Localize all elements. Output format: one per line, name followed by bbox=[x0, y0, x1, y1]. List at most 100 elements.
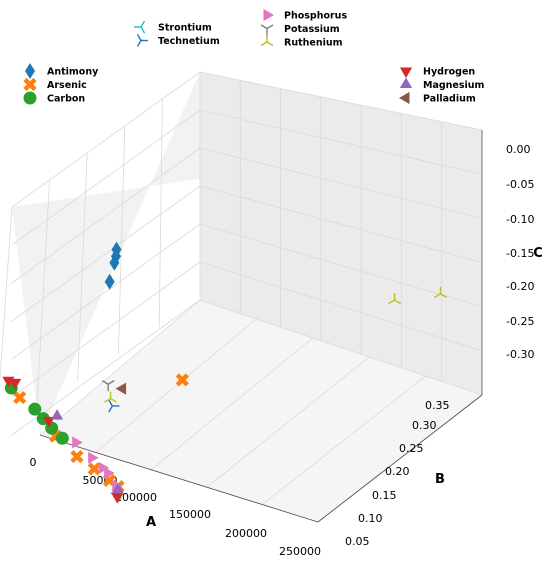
grid-line bbox=[36, 179, 50, 409]
data-points bbox=[2, 241, 447, 504]
data-point bbox=[111, 482, 124, 494]
data-point bbox=[88, 451, 99, 464]
legend-label: Hydrogen bbox=[423, 67, 475, 78]
y-tick-label: 0.15 bbox=[372, 489, 397, 502]
legend-item-hydrogen: Hydrogen bbox=[399, 67, 475, 78]
legend-item-phosphorus: Phosphorus bbox=[263, 8, 347, 22]
grid-line bbox=[150, 337, 314, 471]
grid-line bbox=[39, 299, 201, 436]
y-axis-line bbox=[317, 394, 483, 523]
legend-item-technetium: Technetium bbox=[136, 34, 220, 47]
grid-line bbox=[0, 206, 13, 384]
grid-line bbox=[199, 147, 483, 219]
data-point bbox=[9, 378, 22, 390]
legend-marker bbox=[263, 8, 274, 22]
x-axis-label: A bbox=[146, 515, 156, 530]
y-tick-label: 0.35 bbox=[425, 399, 450, 412]
data-point bbox=[98, 461, 110, 474]
legend-item-ruthenium: Ruthenium bbox=[260, 35, 343, 49]
data-point bbox=[72, 436, 83, 449]
legend-label: Technetium bbox=[158, 36, 220, 47]
grid-line bbox=[158, 98, 163, 328]
legend-item-palladium: Palladium bbox=[399, 91, 476, 105]
grid-line bbox=[95, 318, 257, 453]
data-point bbox=[104, 273, 115, 290]
grid-line bbox=[199, 261, 483, 352]
data-point bbox=[28, 402, 42, 416]
legend-label: Carbon bbox=[47, 94, 85, 105]
legend-marker bbox=[23, 77, 37, 92]
grid-line bbox=[11, 109, 201, 246]
legend-marker bbox=[23, 91, 37, 105]
legend-marker bbox=[134, 20, 146, 34]
data-point bbox=[111, 493, 124, 504]
grid-line bbox=[118, 125, 126, 355]
legend-item-antimony: Antimony bbox=[25, 63, 99, 79]
legend-label: Arsenic bbox=[47, 80, 87, 91]
z-tick-label: -0.30 bbox=[506, 348, 534, 361]
axis-panes bbox=[12, 72, 482, 522]
grid-line bbox=[11, 71, 201, 208]
legend-item-strontium: Strontium bbox=[134, 20, 212, 34]
legend-label: Ruthenium bbox=[284, 38, 343, 49]
x-tick-label: 100000 bbox=[115, 491, 157, 504]
axis-lines bbox=[39, 130, 483, 523]
grid-line bbox=[199, 223, 483, 308]
y-tick-label: 0.20 bbox=[385, 465, 410, 478]
floor-pane bbox=[40, 300, 482, 522]
grid-line bbox=[11, 261, 201, 398]
legend-label: Antimony bbox=[47, 67, 99, 78]
legend-marker bbox=[136, 34, 148, 47]
data-point bbox=[13, 390, 27, 405]
z-tick-label: -0.15 bbox=[506, 247, 534, 260]
legend-marker bbox=[399, 77, 413, 88]
tick-labels: 0500001000001500002000002500000.050.100.… bbox=[30, 143, 535, 558]
series-ruthenium bbox=[104, 286, 447, 403]
data-point bbox=[111, 241, 122, 258]
legend-marker bbox=[25, 63, 35, 79]
legend-marker bbox=[260, 35, 274, 47]
y-tick-label: 0.25 bbox=[399, 442, 424, 455]
data-point bbox=[434, 286, 447, 298]
data-point bbox=[175, 373, 189, 387]
legend-label: Potassium bbox=[284, 24, 340, 35]
x-tick-label: 200000 bbox=[225, 527, 267, 540]
back-pane bbox=[200, 72, 482, 395]
y-axis-label: B bbox=[435, 472, 445, 487]
grid-line bbox=[199, 299, 483, 396]
legend-label: Phosphorus bbox=[284, 11, 347, 22]
data-point bbox=[87, 462, 101, 476]
grid-line bbox=[206, 356, 370, 488]
series-antimony bbox=[104, 241, 122, 290]
z-tick-label: -0.25 bbox=[506, 315, 534, 328]
legend-marker bbox=[260, 24, 274, 36]
grid-line bbox=[199, 109, 483, 175]
grid-line bbox=[262, 375, 426, 505]
y-tick-label: 0.30 bbox=[412, 419, 437, 432]
z-tick-label: 0.00 bbox=[506, 143, 531, 156]
legend-marker bbox=[399, 91, 410, 105]
data-point bbox=[115, 382, 127, 395]
data-point bbox=[104, 391, 117, 403]
data-point bbox=[108, 399, 120, 413]
z-tick-label: -0.05 bbox=[506, 178, 534, 191]
grid-line bbox=[199, 71, 483, 131]
legend-item-arsenic: Arsenic bbox=[23, 77, 87, 92]
grid-line bbox=[77, 152, 88, 382]
legend-marker bbox=[399, 67, 413, 78]
x-tick-label: 250000 bbox=[279, 545, 321, 558]
legend-label: Palladium bbox=[423, 94, 476, 105]
legend-item-magnesium: Magnesium bbox=[399, 77, 485, 91]
legend-label: Strontium bbox=[158, 23, 212, 34]
data-point bbox=[51, 409, 64, 420]
x-tick-label: 0 bbox=[30, 456, 37, 469]
legend: Antimony Arsenic Carbon Strontium Technetium… bbox=[23, 8, 485, 105]
series-phosphorus bbox=[72, 436, 123, 492]
legend-item-potassium: Potassium bbox=[260, 24, 340, 36]
series-potassium bbox=[101, 380, 115, 392]
z-tick-label: -0.10 bbox=[506, 213, 534, 226]
grid-line bbox=[11, 223, 201, 360]
data-point bbox=[388, 293, 401, 305]
grid-lines bbox=[0, 71, 483, 523]
